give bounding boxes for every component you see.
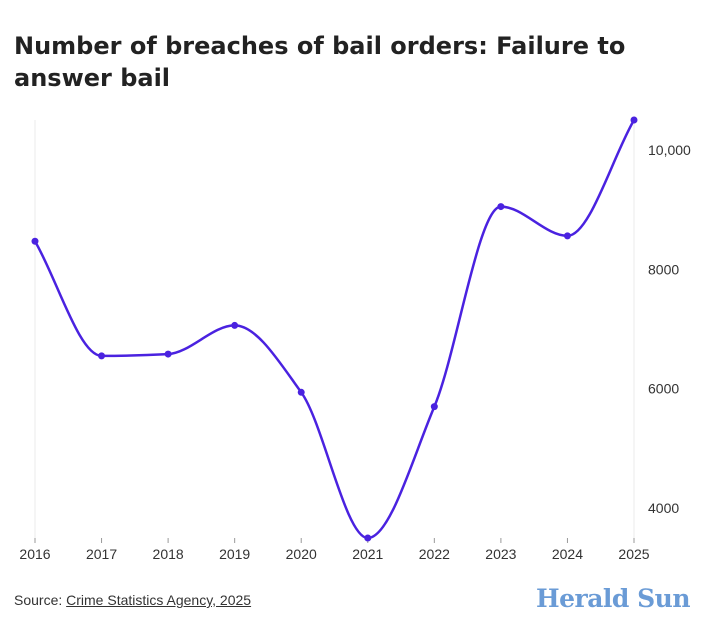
source-link[interactable]: Crime Statistics Agency, 2025 [66,592,252,608]
y-tick-label: 4000 [648,500,679,516]
data-point[interactable] [563,232,571,240]
data-point[interactable] [231,321,239,329]
data-point[interactable] [98,352,106,360]
y-tick-label: 8000 [648,261,679,277]
x-tick-label: 2016 [19,546,50,562]
series-layer [31,116,638,542]
data-point[interactable] [430,403,438,411]
vertical-gridlines [34,120,635,538]
data-point[interactable] [164,350,172,358]
y-tick-label: 10,000 [648,142,691,158]
source-prefix: Source: [14,592,67,608]
y-tick-label: 6000 [648,381,679,397]
x-tick-label: 2023 [485,546,516,562]
x-tick-label: 2017 [86,546,117,562]
x-tick-label: 2019 [219,546,250,562]
line-chart: 2016 2017 2018 2019 2020 2021 2022 2023 2024 2025… [19,116,691,562]
x-tick-label: 2022 [419,546,450,562]
y-axis: 4000 6000 8000 10,000 [648,142,691,516]
x-tick-label: 2024 [552,546,583,562]
herald-sun-logo: Herald Sun [536,584,690,613]
x-tick-label: 2020 [286,546,317,562]
data-point[interactable] [630,116,638,124]
data-point[interactable] [31,237,39,245]
data-point[interactable] [364,534,372,542]
x-axis: 2016 2017 2018 2019 2020 2021 2022 2023 2024 2025 [19,538,650,562]
data-point[interactable] [297,388,305,396]
x-tick-label: 2021 [352,546,383,562]
data-point[interactable] [497,203,505,211]
x-tick-label: 2025 [618,546,649,562]
x-tick-label: 2018 [153,546,184,562]
source-note: Source: Crime Statistics Agency, 2025 [14,592,251,608]
series-line [33,118,636,540]
chart-title: Number of breaches of bail orders: Failu… [14,32,626,92]
